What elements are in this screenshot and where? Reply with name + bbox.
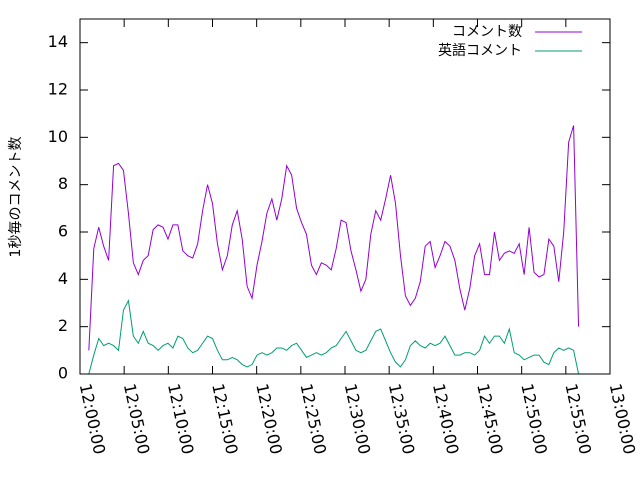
y-tick-label: 10 bbox=[48, 127, 68, 146]
legend-label: 英語コメント bbox=[438, 42, 522, 59]
y-tick-label: 4 bbox=[58, 269, 68, 288]
data-line bbox=[88, 125, 580, 351]
plot-border bbox=[79, 18, 611, 375]
legend-label: コメント数 bbox=[452, 24, 522, 40]
y-tick-label: 2 bbox=[58, 316, 68, 335]
y-tick-label: 12 bbox=[48, 80, 68, 99]
y-tick-label: 14 bbox=[48, 32, 68, 51]
y-tick-label: 6 bbox=[58, 222, 68, 241]
y-tick-label: 8 bbox=[58, 174, 68, 193]
y-axis-label: 1秒毎のコメント数 bbox=[8, 137, 24, 258]
y-tick-label: 0 bbox=[58, 364, 68, 383]
data-line bbox=[88, 299, 580, 375]
